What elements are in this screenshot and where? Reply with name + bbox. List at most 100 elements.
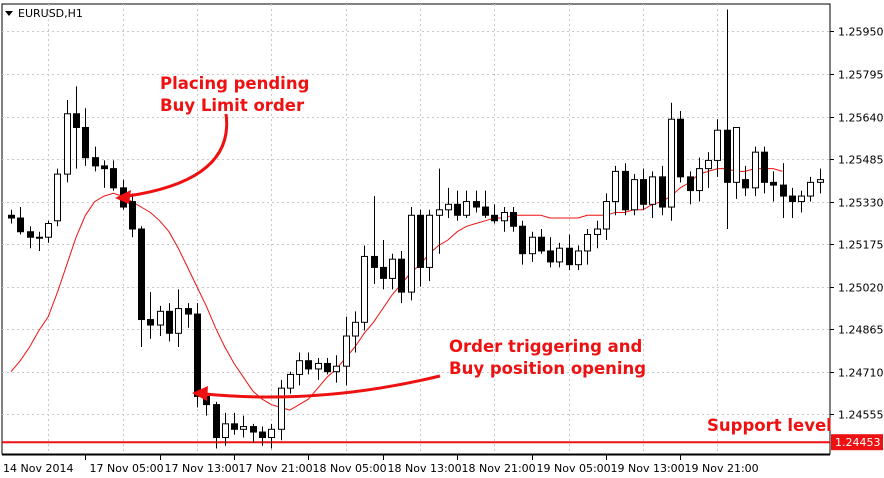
price-label: 1.25950 [838,26,884,39]
candle-bullish [436,209,443,216]
candle-bullish [556,247,563,263]
candle-bullish [696,168,703,192]
candle-bearish [324,362,331,373]
candle-bearish [482,206,489,216]
candle-bearish [101,165,108,170]
candle-bearish [780,184,787,197]
annotation-placing-order: Placing pending Buy Limit order [160,73,309,117]
time-label: 18 Nov 05:00 [313,462,387,475]
candle-bullish [631,179,638,211]
arrow-order-trigger [204,374,441,399]
candle-bullish [54,173,61,222]
candle-bearish [185,308,192,315]
candle-bearish [454,203,461,216]
price-label: 1.24710 [838,367,884,380]
symbol-dropdown-icon[interactable] [5,11,13,16]
candle-bearish [622,170,629,211]
candle-bullish [426,214,433,268]
time-label: 19 Nov 13:00 [611,462,685,475]
candle-bullish [705,159,712,170]
candle-bullish [649,176,656,205]
candle-bullish [296,360,303,375]
candle-bullish [389,258,396,279]
current-price-label: 1.24453 [835,436,881,449]
candle-bearish [138,228,145,321]
time-label: 19 Nov 05:00 [537,462,611,475]
candle-bearish [510,212,517,227]
candle-bearish [8,214,15,219]
candle-bearish [538,236,545,252]
candle-bullish [408,214,415,293]
annotation-order-trigger: Order triggering and Buy position openin… [449,336,646,380]
candle-bullish [157,310,164,326]
candle-bullish [36,236,43,239]
candle-bearish [110,168,117,189]
time-label: 19 Nov 21:00 [685,462,759,475]
annotation-support-level: Support level [707,416,832,435]
annotation-line: Buy Limit order [160,96,305,115]
candle-bullish [361,255,368,323]
arrow-placing-order [127,113,229,198]
candle-bearish [371,255,378,268]
candle-bearish [398,258,405,293]
candle-bearish [659,176,666,208]
candle-bullish [668,118,675,208]
candle-bullish [798,195,805,203]
candle-bearish [147,319,154,326]
candle-bullish [807,181,814,197]
price-label: 1.25485 [838,154,884,167]
candle-bullish [529,236,536,255]
annotation-line: Placing pending [160,74,310,93]
candle-bullish [594,228,601,235]
candle-bearish [547,250,554,263]
candle-bullish [445,203,452,211]
price-label: 1.25330 [838,197,884,210]
price-label: 1.25640 [838,112,884,125]
price-label: 1.24865 [838,324,884,337]
candle-bearish [491,214,498,222]
candle-bearish [677,118,684,178]
candle-bearish [27,231,34,238]
candle-bearish [231,423,238,430]
candle-bearish [73,113,80,128]
candle-bearish [194,313,201,397]
time-label: 17 Nov 05:00 [90,462,164,475]
candle-bullish [352,321,359,337]
candle-bullish [752,151,759,189]
candle-bearish [82,126,89,159]
candle-bearish [724,129,731,183]
candle-bearish [770,181,777,186]
time-label: 14 Nov 2014 [3,462,73,475]
price-label: 1.25795 [838,69,884,82]
candle-bullish [501,212,508,222]
time-label: 18 Nov 21:00 [462,462,536,475]
candle-bullish [584,233,591,252]
candle-bullish [45,223,52,238]
candle-bullish [278,387,285,430]
candle-bearish [250,426,257,433]
candle-bullish [463,201,470,216]
candle-bearish [519,225,526,255]
price-label: 1.24555 [838,409,884,422]
time-label: 18 Nov 13:00 [388,462,462,475]
plot-frame [1,3,831,455]
current-price-box [831,434,883,451]
arrow-head-icon [115,190,131,204]
candle-bearish [761,151,768,183]
candle-bearish [640,179,647,205]
candle-bearish [92,157,99,167]
candle-bearish [17,217,24,233]
symbol-label: EURUSD,H1 [18,7,83,20]
candle-bearish [742,179,749,189]
time-label: 17 Nov 13:00 [165,462,239,475]
candle-bearish [259,431,266,439]
candle-bullish [175,308,182,334]
candle-bullish [343,335,350,367]
candle-bearish [213,404,220,439]
candle-bearish [789,195,796,203]
candle-bullish [315,362,322,370]
candle-bullish [287,373,294,389]
candle-bearish [166,310,173,334]
